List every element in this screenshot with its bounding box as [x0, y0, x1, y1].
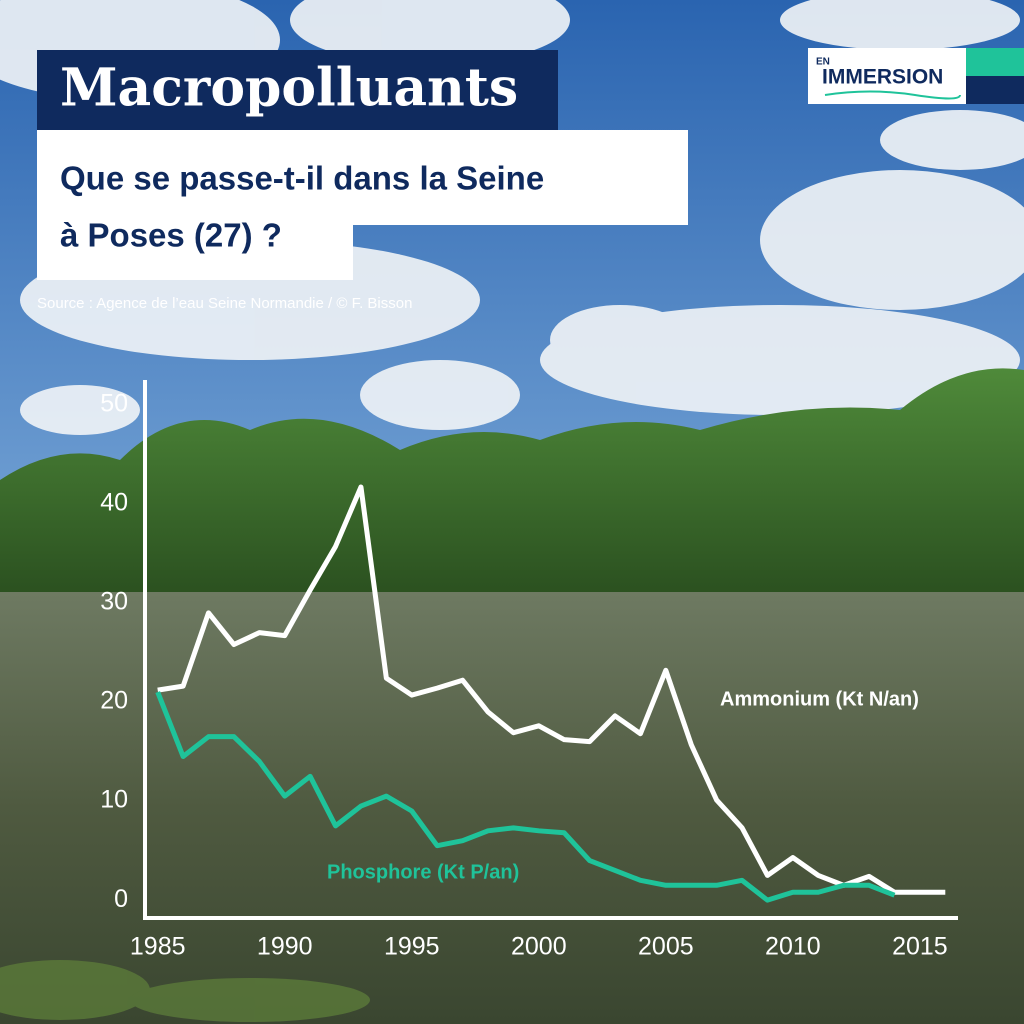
subtitle: Que se passe-t-il dans la Seine	[60, 160, 544, 197]
y-tick-label: 50	[100, 389, 128, 417]
x-tick-label: 2010	[765, 933, 821, 961]
data-line	[157, 484, 946, 895]
y-tick-label: 20	[100, 687, 128, 715]
title-box	[37, 50, 558, 130]
x-tick-label: 2000	[511, 933, 567, 961]
source: Source : Agence de l’eau Seine Normandie…	[37, 295, 412, 312]
x-tick-label: 1985	[130, 933, 186, 961]
subtitle-box	[37, 130, 688, 225]
data-line	[155, 691, 896, 903]
x-tick-label: 1990	[257, 933, 313, 961]
logo-text: IMMERSION	[822, 66, 943, 89]
x-tick-label: 2015	[892, 933, 948, 961]
x-tick-label: 2005	[638, 933, 694, 961]
logo: EN IMMERSION	[808, 48, 1024, 104]
title: Macropolluants	[60, 58, 518, 119]
subtitle-box	[37, 225, 353, 280]
x-tick-label: 1995	[384, 933, 440, 961]
series-label: Phosphore (Kt P/an)	[327, 861, 519, 883]
logo-text: EN	[816, 57, 830, 68]
y-tick-label: 0	[114, 885, 128, 913]
subtitle: à Poses (27) ?	[60, 217, 282, 254]
y-tick-label: 30	[100, 588, 128, 616]
y-tick-label: 40	[100, 488, 128, 516]
series-label: Ammonium (Kt N/an)	[720, 688, 919, 710]
y-tick-label: 10	[100, 786, 128, 814]
